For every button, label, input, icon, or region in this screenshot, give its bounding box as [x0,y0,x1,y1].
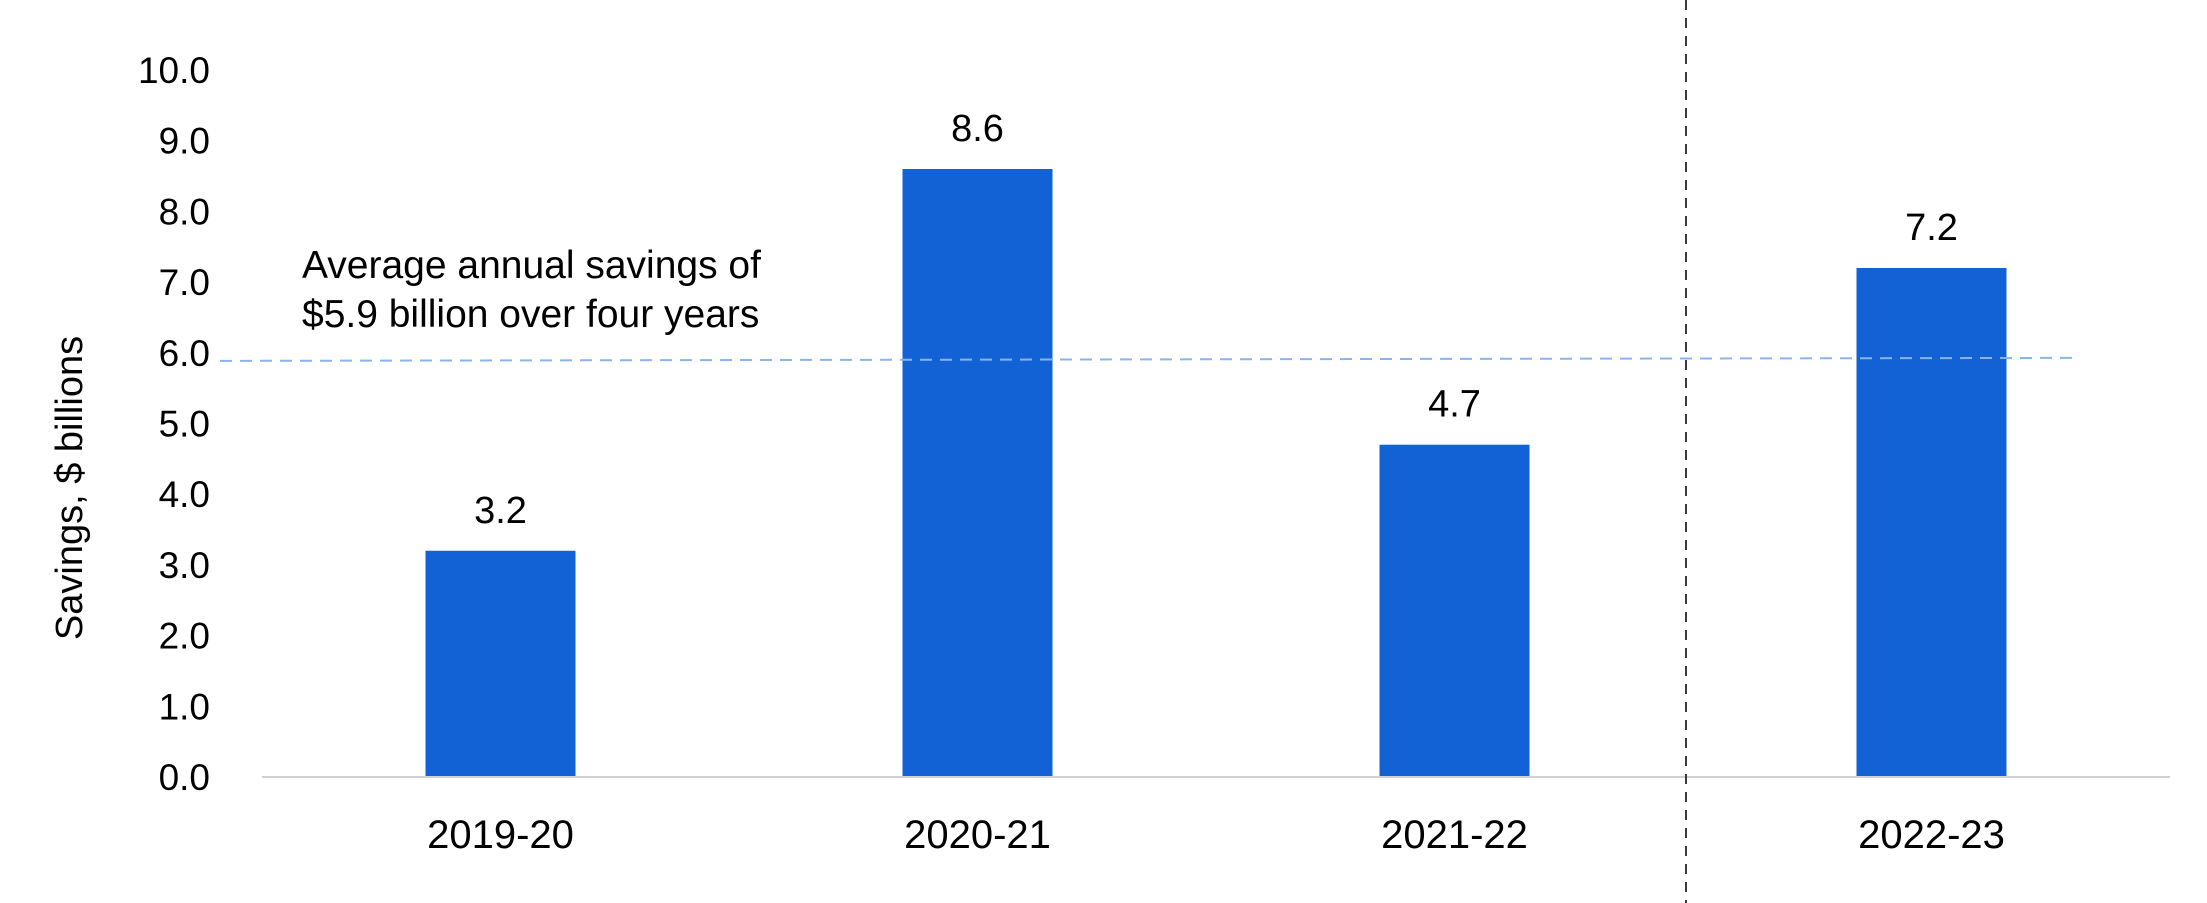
y-tick-label: 3.0 [159,545,210,586]
y-axis-title: Savings, $ billions [49,336,91,640]
x-category-label: 2022-23 [1858,813,2005,857]
data-labels: 3.2 8.6 4.7 7.2 [474,108,1958,532]
bar [425,550,576,777]
y-tick-label: 2.0 [159,616,210,657]
bars [425,168,2007,778]
x-category-label: 2020-21 [904,813,1051,857]
y-tick-label: 4.0 [159,474,210,515]
x-category-label: 2021-22 [1381,813,1528,857]
data-label: 7.2 [1905,207,1958,249]
y-tick-label: 5.0 [159,404,210,445]
data-label: 8.6 [951,108,1004,150]
x-axis-category-labels: 2019-20 2020-21 2021-22 2022-23 [427,813,2005,857]
y-tick-label: 8.0 [159,191,210,232]
bar [1379,444,1530,777]
y-tick-label: 1.0 [159,686,210,727]
y-tick-label: 0.0 [159,757,210,798]
average-line [219,356,2081,362]
x-category-label: 2019-20 [427,813,574,857]
data-label: 4.7 [1428,384,1481,426]
y-tick-label: 9.0 [159,121,210,162]
bar [902,168,1053,778]
data-label: 3.2 [474,490,527,532]
average-annotation-line-1: Average annual savings of [302,244,761,287]
y-tick-label: 10.0 [138,50,210,91]
y-tick-label: 7.0 [159,262,210,303]
average-annotation-line-2: $5.9 billion over four years [302,293,759,336]
y-tick-label: 6.0 [159,333,210,374]
y-axis-ticks: 0.0 1.0 2.0 3.0 4.0 5.0 6.0 7.0 8.0 9.0 10.0 [138,50,210,798]
bar [1856,267,2007,777]
